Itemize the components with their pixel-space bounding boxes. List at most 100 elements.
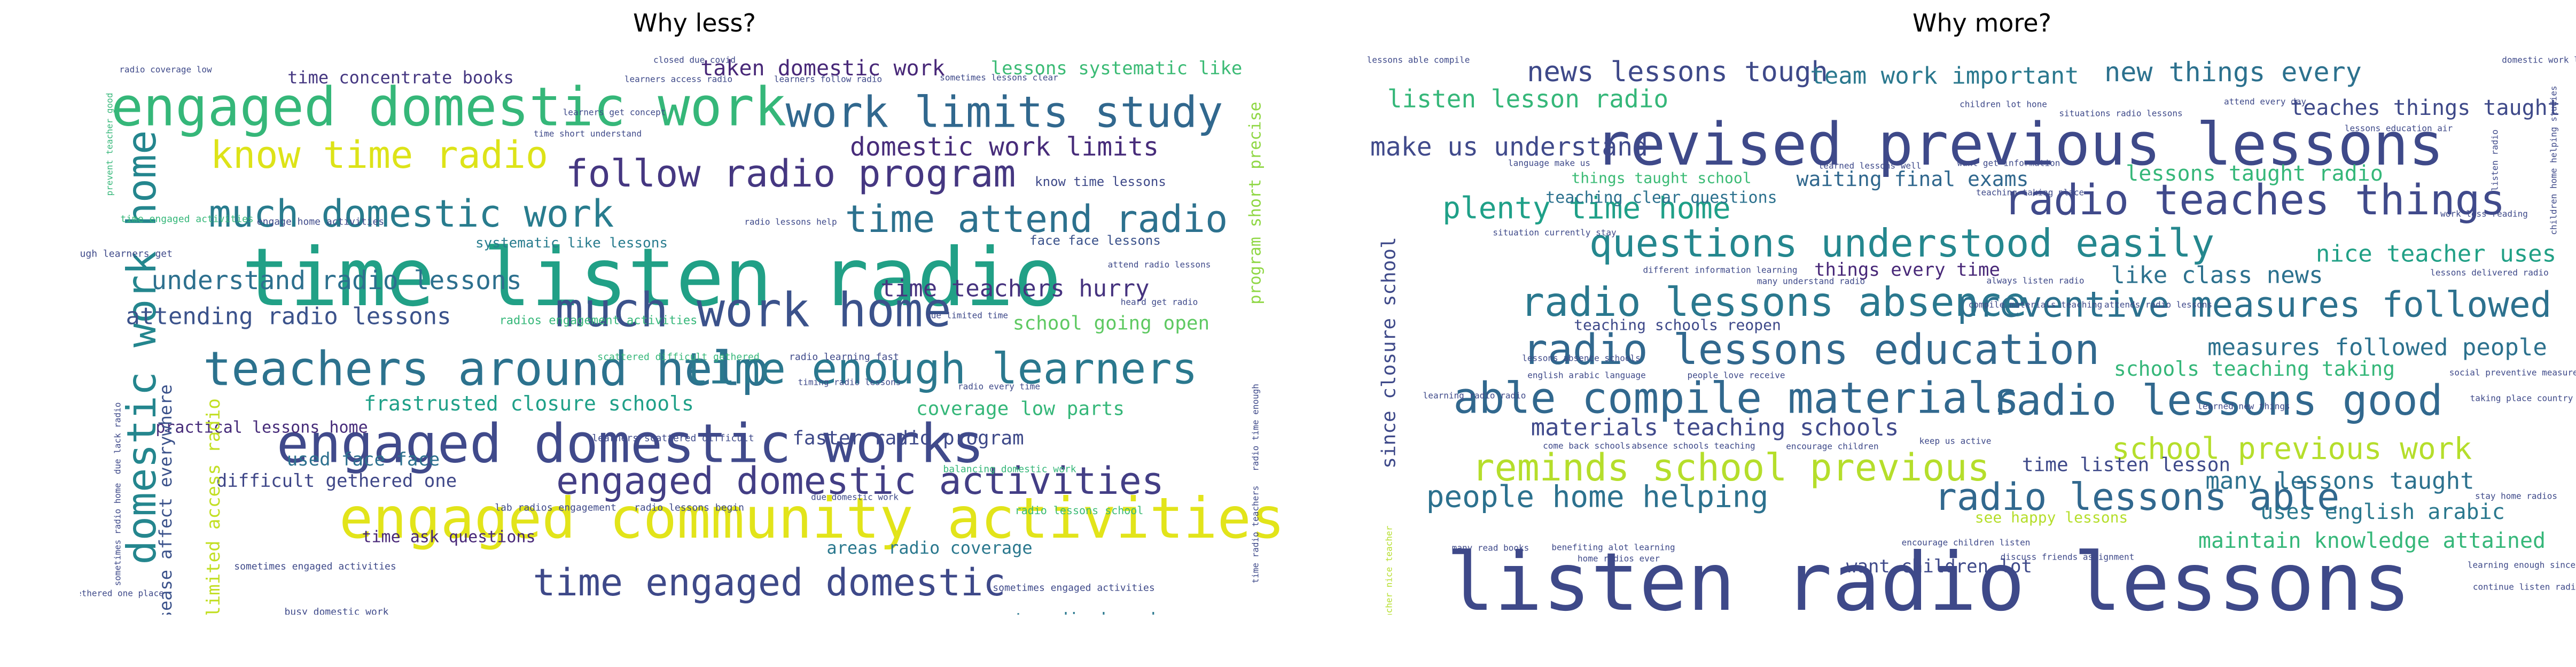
- cloud-phrase: many read books: [1452, 543, 1529, 553]
- cloud-phrase: systematic like lessons: [475, 235, 668, 251]
- cloud-phrase: time listen lesson: [2022, 454, 2230, 476]
- cloud-phrase: sometimes radio home: [113, 483, 123, 586]
- cloud-phrase: lessons able compile: [1368, 55, 1470, 65]
- cloud-phrase: radio lessons school: [1015, 504, 1144, 517]
- cloud-phrase: things taught school: [1571, 169, 1751, 187]
- cloud-phrase: follow radio program: [566, 152, 1016, 196]
- cloud-phrase: teaching schools reopen: [1574, 316, 1781, 334]
- cloud-phrase: learners access radio: [625, 74, 732, 84]
- cloud-phrase: scattered difficult gethered: [597, 352, 759, 363]
- cloud-phrase: know time radio: [210, 133, 548, 177]
- cloud-phrase: language make us: [1508, 158, 1590, 168]
- cloud-phrase: attend radio lessons: [1108, 260, 1211, 270]
- cloud-phrase: get radio heard: [992, 609, 1156, 615]
- cloud-phrase: school previous work: [2112, 432, 2472, 467]
- cloud-phrase: teacher nice teacher: [1384, 525, 1394, 615]
- cloud-phrase: gethered one place: [80, 588, 164, 599]
- cloud-phrase: attend every day: [2224, 97, 2306, 107]
- cloud-phrase: taking place country: [2470, 393, 2573, 404]
- cloud-phrase: radios engagement activities: [499, 314, 698, 328]
- cloud-phrase: school going open: [1013, 313, 1209, 335]
- cloud-phrase: schools teaching taking: [2114, 357, 2395, 381]
- cloud-phrase: preventive measures followed: [1957, 284, 2552, 325]
- cloud-phrase: teaching clear questions: [1545, 189, 1777, 207]
- cloud-phrase: heard get radio: [1121, 297, 1198, 307]
- cloud-phrase: difficult gethered one: [216, 470, 457, 492]
- cloud-phrase: radio time enough: [1251, 384, 1261, 471]
- cloud-phrase: children lot hone: [1960, 99, 2047, 110]
- cloud-phrase: since closure school: [1378, 237, 1400, 468]
- cloud-phrase: practical lessons home: [155, 418, 368, 437]
- cloud-phrase: english arabic language: [1527, 370, 1646, 381]
- cloud-phrase: keep us active: [1919, 436, 1992, 446]
- cloud-phrase: time engaged domestic: [533, 561, 1005, 604]
- why-more-panel: Why more? listen radio lessons revised pr…: [1368, 0, 2576, 667]
- cloud-phrase: news lessons tough: [1527, 56, 1828, 88]
- cloud-phrase: questions understood easily: [1589, 221, 2214, 266]
- cloud-phrase: encourage children: [1786, 441, 1878, 452]
- cloud-phrase: make us understand: [1370, 132, 1648, 162]
- cloud-phrase: engaged community activities: [339, 486, 1285, 551]
- cloud-phrase: domestic work home: [118, 130, 165, 565]
- cloud-phrase: situation currently stay: [1493, 228, 1617, 238]
- cloud-phrase: engaged domestic work: [111, 76, 786, 138]
- cloud-phrase: radio lessons begin: [634, 502, 744, 514]
- cloud-phrase: learners get concept: [563, 107, 666, 118]
- cloud-phrase: lessons education air: [2345, 123, 2453, 134]
- cloud-phrase: disease affect everywhere: [155, 384, 176, 615]
- cloud-phrase: understand radio lessons: [2271, 614, 2576, 615]
- cloud-phrase: closed due covid: [653, 55, 736, 65]
- cloud-phrase: absence schools teaching: [1632, 441, 1755, 451]
- cloud-phrase: radio lessons: [2575, 127, 2576, 193]
- cloud-phrase: face face lessons: [1029, 233, 1161, 248]
- cloud-phrase: attends radio lessons: [2104, 300, 2212, 310]
- cloud-phrase: time concentrate books: [287, 67, 514, 88]
- cloud-phrase: know time lessons: [1035, 174, 1166, 189]
- cloud-phrase: due domestic work: [811, 492, 899, 502]
- cloud-phrase: see happy lessons: [1975, 509, 2128, 526]
- cloud-phrase: learners scattered difficult: [592, 433, 754, 444]
- cloud-phrase: like class news: [2111, 262, 2323, 289]
- cloud-phrase: follow lessons time: [634, 612, 841, 615]
- cloud-phrase: people home helping: [1426, 480, 1769, 515]
- cloud-phrase: radio lessons help: [744, 217, 837, 227]
- cloud-phrase: much work home: [555, 283, 951, 338]
- cloud-phrase: time enough learners: [683, 344, 1197, 394]
- cloud-phrase: lessons delivered radio: [2430, 268, 2549, 278]
- cloud-phrase: revised previous lessons: [1595, 110, 2444, 179]
- cloud-phrase: limited access radio: [203, 398, 224, 615]
- cloud-phrase: compile materials teaching: [1969, 300, 2102, 310]
- cloud-phrase: time ask questions: [362, 528, 535, 547]
- cloud-phrase: lessons systematic like: [991, 58, 1243, 79]
- cloud-phrase: always listen radio: [1986, 276, 2084, 286]
- chart-title: Why more?: [1912, 9, 2052, 37]
- cloud-phrase: taken domestic work: [700, 56, 945, 81]
- cloud-phrase: many lessons taught: [2205, 468, 2474, 495]
- cloud-phrase: encourage children listen: [1902, 538, 2031, 548]
- why-less-panel: Why less? time listen radio engaged commu…: [80, 0, 1309, 667]
- cloud-phrase: listen radio lessons: [1446, 536, 2411, 615]
- cloud-phrase: radio lessons absence: [1520, 278, 2027, 325]
- cloud-phrase: time listen radio: [241, 231, 1061, 324]
- cloud-phrase: lab radios engagement: [495, 502, 616, 514]
- cloud-phrase: situations radio lessons: [2059, 108, 2182, 119]
- cloud-phrase: domestic work limits: [850, 132, 1159, 162]
- cloud-phrase: teaches things taught: [2290, 96, 2561, 120]
- cloud-phrase: different information learning: [1643, 265, 1798, 275]
- cloud-phrase: frastrusted closure schools: [364, 392, 694, 415]
- cloud-phrase: maintain knowledge attained: [2198, 529, 2546, 553]
- cloud-phrase: benefiting alot learning: [1551, 542, 1675, 553]
- chart-title: Why less?: [633, 9, 756, 37]
- cloud-phrase: used face face: [287, 449, 440, 470]
- cloud-phrase: radio learning fast: [789, 352, 899, 363]
- cloud-phrase: areas radio coverage: [826, 538, 1032, 558]
- why-more-wordcloud: listen radio lessons revised previous les…: [1368, 55, 2576, 615]
- cloud-phrase: able compile materials: [1453, 374, 2019, 423]
- cloud-phrase: much domestic work: [209, 192, 614, 236]
- cloud-phrase: engage home activities: [257, 216, 384, 228]
- cloud-phrase: radio teaches things: [2003, 176, 2505, 224]
- cloud-phrase: faster radio program: [792, 428, 1024, 449]
- cloud-phrase: engaged domestic works: [277, 413, 985, 475]
- cloud-phrase: lessons taught radio: [2126, 161, 2383, 186]
- cloud-phrase: plenty time home: [1442, 191, 1730, 226]
